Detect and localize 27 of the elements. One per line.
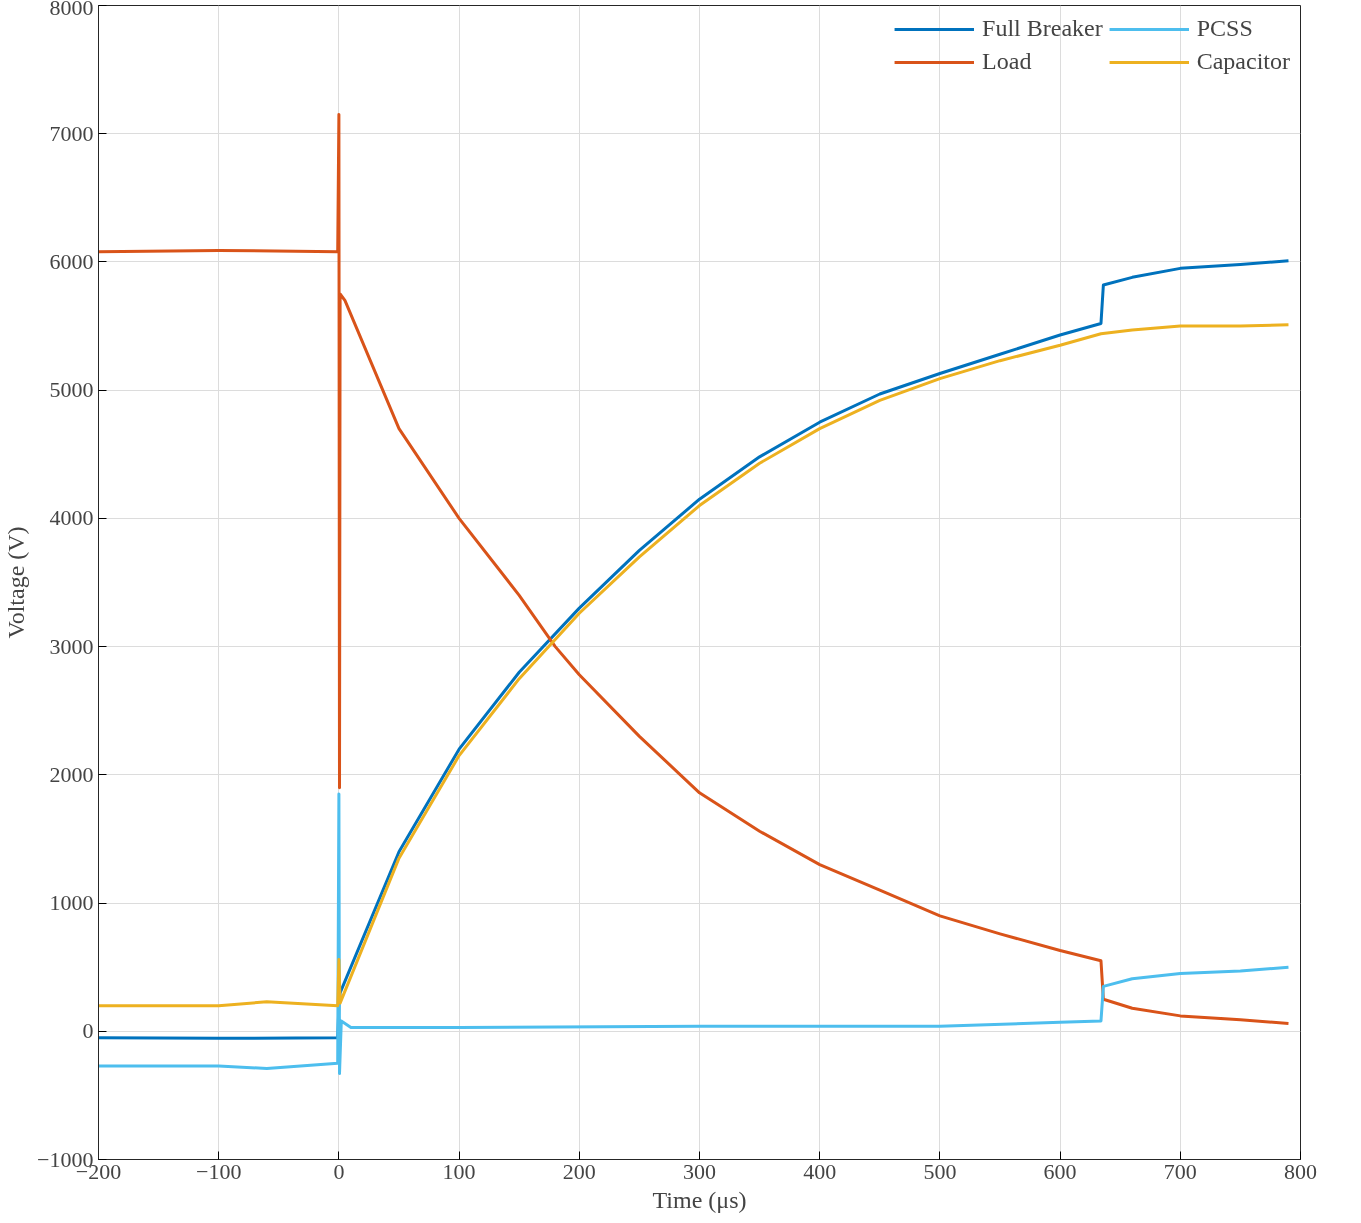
x-axis-title: Time (μs) [652, 1186, 747, 1213]
x-tick-label: 0 [333, 1158, 345, 1184]
y-tick-label: 0 [82, 1018, 94, 1044]
legend-label: Capacitor [1196, 48, 1290, 75]
legend-label: PCSS [1196, 15, 1253, 42]
y-tick-label: 3000 [49, 633, 94, 659]
line-series [98, 112, 1290, 1026]
line-series [98, 792, 1290, 1076]
x-tick-label: 100 [442, 1158, 476, 1184]
y-tick-label: 5000 [49, 377, 94, 403]
x-tick-label: 300 [683, 1158, 716, 1184]
x-tick-label: −100 [196, 1158, 242, 1184]
y-axis-title: Voltage (V) [3, 526, 30, 639]
x-tick-label: 200 [562, 1158, 596, 1184]
x-tick-label: 600 [1043, 1158, 1077, 1184]
x-tick-label: 700 [1163, 1158, 1197, 1184]
y-tick-label: 6000 [49, 248, 94, 274]
x-tick-label: 400 [803, 1158, 837, 1184]
x-tick-label: 800 [1284, 1158, 1317, 1184]
legend-label: Full Breaker [982, 15, 1103, 42]
y-tick-label: 4000 [49, 505, 94, 531]
y-tick-label: 2000 [49, 761, 94, 787]
x-tick-label: 500 [923, 1158, 957, 1184]
y-tick-label: 1000 [49, 890, 94, 916]
y-tick-label: 7000 [49, 120, 94, 146]
y-tick-label: 8000 [49, 0, 94, 20]
legend-label: Load [982, 48, 1032, 75]
